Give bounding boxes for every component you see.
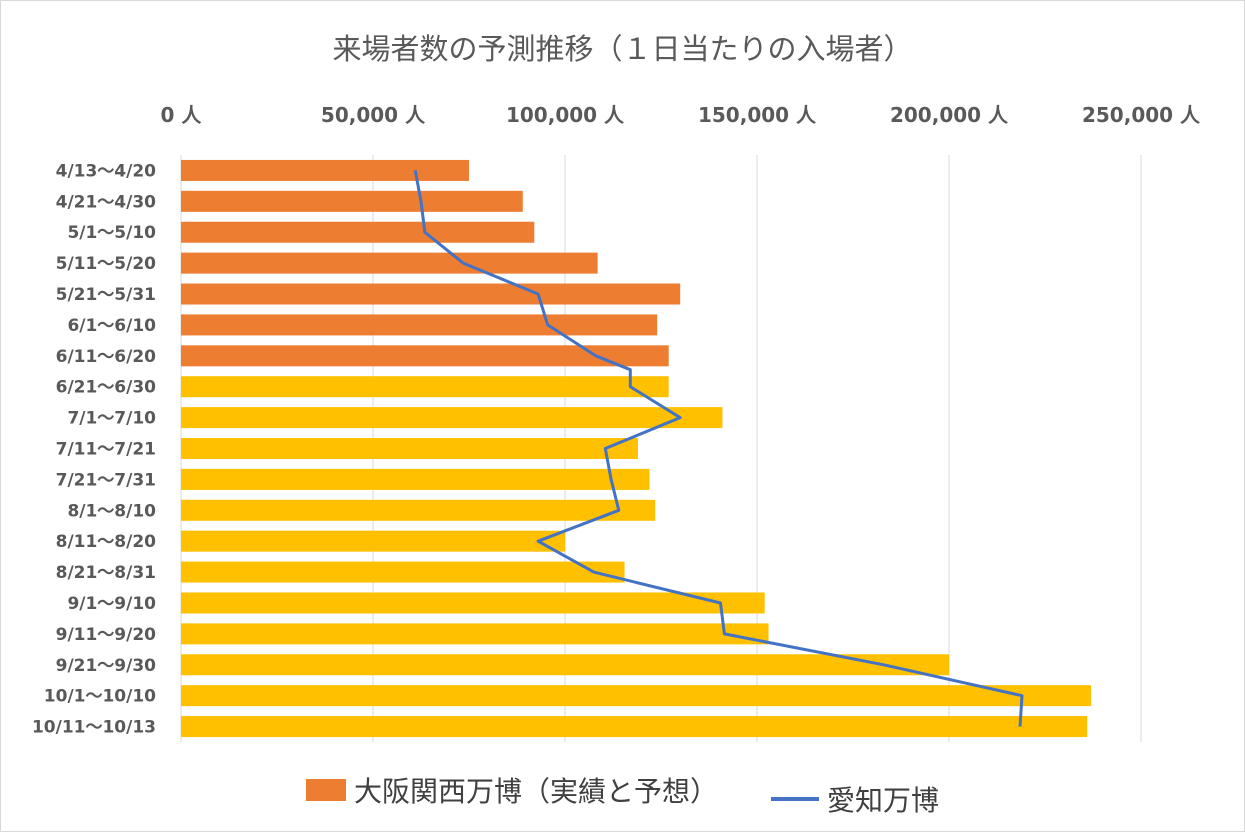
bar-13 (181, 561, 625, 583)
bar-1 (181, 190, 523, 212)
bar-6 (181, 345, 669, 367)
chart-title: 来場者数の予測推移（１日当たりの入場者） (332, 32, 913, 66)
legend-item-osaka: 大阪関西万博（実績と予想） (306, 770, 718, 810)
legend-label-aichi: 愛知万博 (826, 784, 939, 817)
bar-11 (181, 499, 656, 521)
y-tick-label-9: 7/11～7/21 (56, 440, 156, 460)
y-tick-label-10: 7/21～7/31 (56, 470, 156, 490)
bar-18 (181, 716, 1088, 738)
bar-0 (181, 159, 469, 181)
bar-5 (181, 314, 658, 336)
x-tick-label-3: 150,000 人 (698, 103, 817, 127)
x-tick-label-2: 100,000 人 (506, 103, 625, 127)
y-tick-label-17: 10/1～10/10 (44, 687, 156, 707)
y-tick-label-6: 6/11～6/20 (56, 347, 157, 367)
legend-item-aichi: 愛知万博 (770, 779, 939, 819)
legend-label-osaka: 大阪関西万博（実績と予想） (354, 775, 719, 808)
line-series (413, 170, 1024, 727)
legend-swatch-aichi (770, 797, 819, 801)
x-tick-label-1: 50,000 人 (321, 103, 426, 127)
y-tick-label-5: 6/1～6/10 (67, 316, 156, 336)
x-tick-label-0: 0 人 (161, 103, 203, 127)
bar-7 (181, 376, 669, 398)
y-tick-label-8: 7/1～7/10 (67, 409, 156, 429)
line-aichi (413, 170, 1024, 727)
y-tick-label-13: 8/21～8/31 (56, 563, 156, 583)
y-tick-label-11: 8/1～8/10 (67, 501, 156, 521)
y-axis-tick-labels: 4/13～4/20 4/21～4/30 5/1～5/10 5/11～5/20 5/21～… (32, 161, 156, 737)
bar-9 (181, 437, 638, 460)
bar-3 (181, 252, 598, 274)
y-tick-label-0: 4/13～4/20 (56, 161, 157, 181)
y-tick-label-2: 5/1～5/10 (67, 223, 156, 243)
bar-10 (181, 468, 650, 490)
y-tick-label-1: 4/21～4/30 (56, 192, 157, 212)
bar-2 (181, 221, 535, 243)
bar-12 (181, 530, 565, 552)
y-tick-label-3: 5/11～5/20 (56, 254, 157, 274)
y-tick-label-12: 8/11～8/20 (56, 532, 157, 552)
bar-15 (181, 623, 769, 645)
legend-swatch-osaka (306, 779, 347, 801)
x-tick-label-5: 250,000 人 (1082, 103, 1201, 127)
bar-16 (181, 654, 949, 676)
x-axis-tick-labels: 0 人 50,000 人 100,000 人 150,000 人 200,000 人 25… (161, 103, 1201, 127)
bar-8 (181, 407, 723, 429)
bar-series (181, 159, 1092, 738)
y-tick-label-15: 9/11～9/20 (56, 625, 157, 645)
y-tick-label-18: 10/11～10/13 (32, 718, 156, 738)
y-tick-label-14: 9/1～9/10 (67, 594, 156, 614)
x-tick-label-4: 200,000 人 (890, 103, 1009, 127)
bar-4 (181, 283, 681, 305)
y-tick-label-4: 5/21～5/31 (56, 285, 156, 305)
y-tick-label-16: 9/21～9/30 (56, 656, 157, 676)
bar-17 (181, 685, 1092, 707)
bar-14 (181, 592, 765, 614)
legend: 大阪関西万博（実績と予想） 愛知万博 (0, 770, 1245, 819)
y-tick-label-7: 6/21～6/30 (56, 378, 157, 398)
